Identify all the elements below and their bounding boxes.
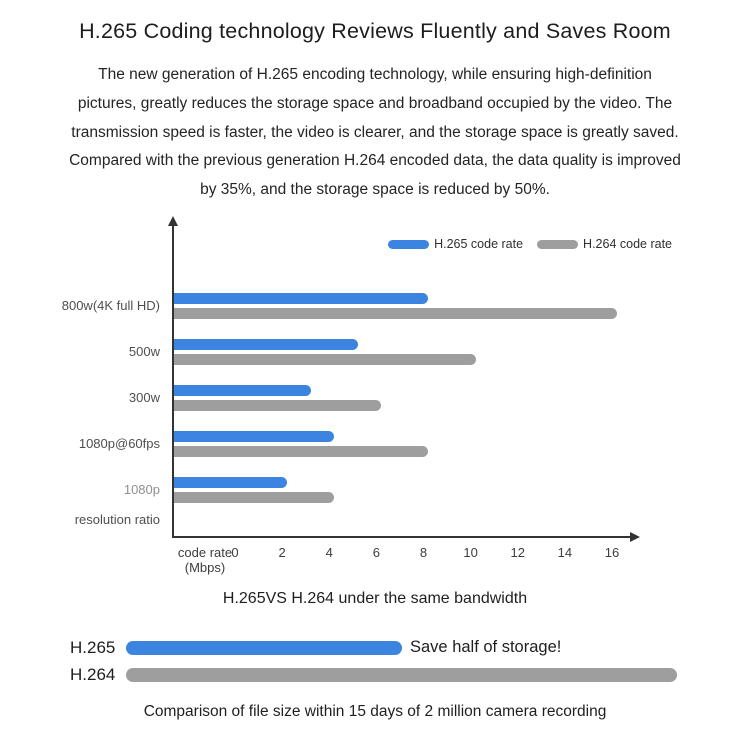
x-tick-14: 14: [557, 545, 573, 560]
h265-row-label: H.265: [70, 638, 116, 657]
x-tick-16: 16: [604, 545, 620, 560]
h265-bar-2: [174, 339, 358, 350]
intro-paragraph: The new generation of H.265 encoding tec…: [69, 66, 681, 199]
category-label: 300w: [128, 390, 160, 405]
h265-storage-bar: [126, 641, 402, 655]
x-tick-12: 12: [510, 545, 525, 560]
h264-bar-2: [174, 354, 476, 365]
page-title: H.265 Coding technology Reviews Fluently…: [79, 19, 671, 43]
x-tick-8: 8: [419, 545, 428, 560]
y-axis-label: resolution ratio: [74, 512, 160, 527]
h265-bar-3: [174, 385, 311, 396]
x-tick-4: 4: [325, 545, 333, 560]
h265-legend-swatch: [388, 239, 430, 249]
h264-legend-swatch: [537, 239, 579, 249]
legend-item-h265: H.265 code rate: [388, 237, 523, 251]
legend-label-h264: H.264 code rate: [583, 237, 672, 251]
h264-storage-bar: [126, 668, 677, 682]
x-axis-label: code rate (Mbps): [177, 545, 233, 575]
y-axis: [172, 225, 174, 538]
h264-bar-5: [174, 492, 335, 503]
h264-row-label: H.264: [70, 665, 116, 684]
h264-bar-1: [174, 308, 617, 319]
h264-bar-3: [174, 400, 382, 411]
y-axis-arrow-icon: [168, 216, 178, 226]
category-label: 500w: [128, 344, 160, 359]
chart-legend: H.265 code rate H.264 code rate: [388, 237, 672, 251]
comparison-caption: Comparison of file size within 15 days o…: [143, 703, 607, 720]
h265-bar-4: [174, 431, 335, 442]
x-axis-arrow-icon: [630, 532, 640, 542]
chart-caption: H.265VS H.264 under the same bandwidth: [222, 590, 528, 607]
h264-bar-4: [174, 446, 429, 457]
code-rate-bar-chart: H.265 code rate H.264 code rate 800w(4K …: [0, 210, 750, 590]
legend-item-h264: H.264 code rate: [537, 237, 672, 251]
legend-label-h265: H.265 code rate: [434, 237, 524, 251]
h265-bar-5: [174, 477, 288, 488]
x-tick-2: 2: [278, 545, 286, 560]
h265-bar-1: [174, 293, 429, 304]
save-storage-annotation: Save half of storage!: [410, 638, 562, 656]
x-tick-0: 0: [231, 545, 239, 560]
category-label: 800w(4K full HD): [61, 298, 160, 313]
x-tick-10: 10: [463, 545, 478, 560]
category-label: 1080p: [123, 482, 160, 497]
category-label: 1080p@60fps: [78, 436, 160, 451]
x-axis: [172, 536, 631, 538]
x-tick-6: 6: [372, 545, 380, 560]
